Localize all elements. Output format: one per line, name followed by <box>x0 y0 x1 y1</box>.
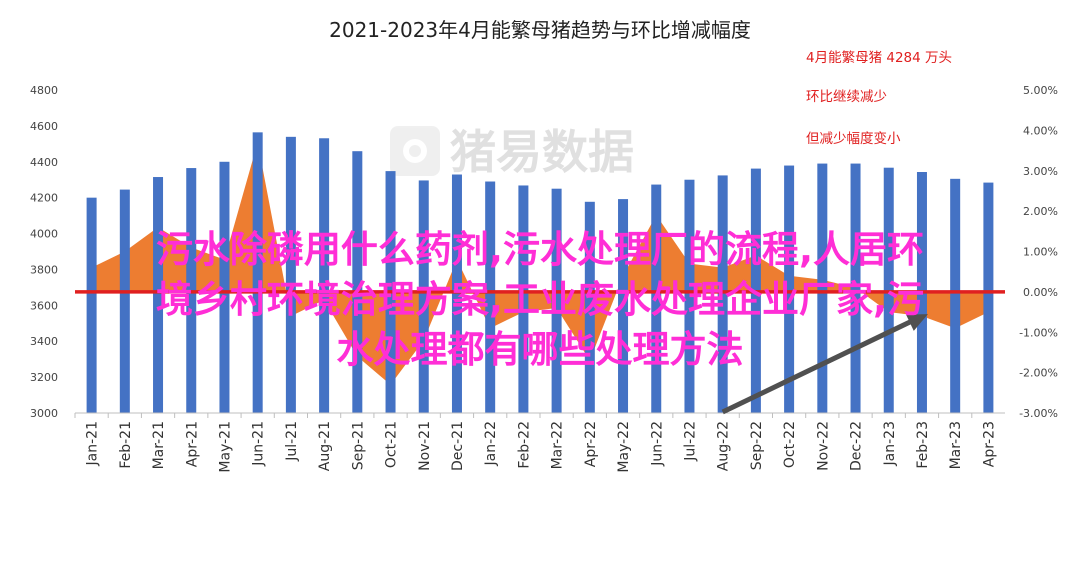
x-tick-label: Oct-21 <box>384 421 400 468</box>
annotation-3: 但减少幅度变小 <box>806 131 901 147</box>
y-left-tick-label: 3200 <box>30 371 58 384</box>
x-tick-label: May-22 <box>616 421 632 473</box>
y-left-tick-label: 4400 <box>30 156 58 169</box>
bar-apr-23 <box>983 182 994 413</box>
y-left-tick-label: 3000 <box>30 407 58 420</box>
y-right-tick-label: 1.00% <box>1023 246 1058 259</box>
axis-layer: 3000 3200 3400 3600 3800 4000 4200 4400 4600 4800… <box>30 84 1058 473</box>
y-left-tick-label: 4200 <box>30 192 58 205</box>
y-right-tick-label: 2.00% <box>1023 205 1058 218</box>
watermark: 猪易数据 <box>390 125 634 179</box>
bar-feb-22 <box>518 185 529 413</box>
x-tick-label: Nov-22 <box>815 421 831 471</box>
y-right-tick-label: -1.00% <box>1019 326 1058 339</box>
bar-may-22 <box>618 199 629 413</box>
bar-mar-22 <box>551 188 562 413</box>
y-left-tick-label: 4000 <box>30 228 58 241</box>
x-tick-label: Feb-21 <box>118 421 134 469</box>
y-left-tick-label: 3800 <box>30 263 58 276</box>
y-right-tick-label: 3.00% <box>1023 165 1058 178</box>
x-tick-label: Aug-21 <box>317 421 333 471</box>
x-tick-label: Sep-22 <box>749 421 765 470</box>
x-tick-label: Jan-21 <box>85 421 101 466</box>
x-tick-label: Apr-22 <box>583 421 599 467</box>
x-tick-label: Feb-22 <box>516 421 532 469</box>
x-tick-label: Nov-21 <box>417 421 433 471</box>
y-right-tick-label: 5.00% <box>1023 84 1058 97</box>
x-tick-label: Mar-21 <box>151 421 167 469</box>
bar-jan-22 <box>485 181 496 413</box>
y-right-tick-label: 4.00% <box>1023 124 1058 137</box>
y-left-tick-label: 3400 <box>30 335 58 348</box>
bar-jul-22 <box>684 179 695 413</box>
x-tick-label: May-21 <box>217 421 233 473</box>
overlay-line-1: 污水除磷用什么药剂,污水处理厂的流程,人居环 <box>156 228 924 271</box>
trend-arrow-layer <box>721 314 928 415</box>
x-tick-label: Feb-23 <box>915 421 931 469</box>
annotation-2: 环比继续减少 <box>806 89 887 105</box>
annotation-1: 4月能繁母猪 4284 万头 <box>806 50 952 66</box>
trend-arrow-head <box>906 314 928 331</box>
x-tick-label: Jan-23 <box>882 421 898 466</box>
x-tick-label: Jan-22 <box>483 421 499 466</box>
watermark-text: 猪易数据 <box>450 125 634 179</box>
y-right-tick-label: -2.00% <box>1019 367 1058 380</box>
chart-title: 2021-2023年4月能繁母猪趋势与环比增减幅度 <box>329 18 751 42</box>
bar-jul-21 <box>285 136 296 413</box>
bar-may-21 <box>219 161 230 413</box>
x-tick-label: Jun-21 <box>251 421 267 467</box>
mom-change-area <box>91 142 989 385</box>
x-tick-label: Apr-23 <box>981 421 997 467</box>
trend-arrow-shaft <box>721 316 918 415</box>
x-tick-label: Apr-21 <box>184 421 200 467</box>
bar-nov-22 <box>817 163 828 413</box>
bar-jun-22 <box>651 184 662 413</box>
bar-feb-21 <box>119 189 130 413</box>
bar-apr-22 <box>584 201 595 413</box>
x-tick-label: Mar-23 <box>948 421 964 469</box>
x-tick-label: Dec-22 <box>849 421 865 471</box>
x-tick-label: Jun-22 <box>649 421 665 467</box>
x-tick-label: Jul-21 <box>284 421 300 462</box>
watermark-logo <box>390 126 440 176</box>
y-right-tick-label: -3.00% <box>1019 407 1058 420</box>
x-tick-label: Dec-21 <box>450 421 466 471</box>
bar-dec-22 <box>850 163 861 413</box>
bar-aug-21 <box>319 138 330 413</box>
y-left-tick-label: 4600 <box>30 120 58 133</box>
bar-oct-22 <box>784 165 795 413</box>
x-tick-label: Aug-22 <box>716 421 732 471</box>
x-tick-label: Jul-22 <box>682 421 698 462</box>
bar-jun-21 <box>252 132 263 414</box>
x-tick-label: Oct-22 <box>782 421 798 468</box>
bar-dec-21 <box>451 174 462 413</box>
bar-mar-23 <box>950 178 961 413</box>
y-left-tick-label: 3600 <box>30 299 58 312</box>
overlay-line-2: 境乡村环境治理方案,工业废水处理企业厂家,污 <box>156 278 924 321</box>
overlay-line-3: 水处理都有哪些处理方法 <box>337 328 744 371</box>
overlay-text-block: 污水除磷用什么药剂,污水处理厂的流程,人居环境乡村环境治理方案,工业废水处理企业… <box>156 228 924 371</box>
y-right-tick-label: 0.00% <box>1023 286 1058 299</box>
x-tick-label: Sep-21 <box>350 421 366 470</box>
bar-aug-22 <box>717 175 728 413</box>
y-left-tick-label: 4800 <box>30 84 58 97</box>
bar-sep-21 <box>352 151 363 413</box>
bar-mar-21 <box>153 177 164 413</box>
x-tick-label: Mar-22 <box>550 421 566 469</box>
bar-nov-21 <box>418 180 429 413</box>
bar-jan-21 <box>86 197 97 413</box>
